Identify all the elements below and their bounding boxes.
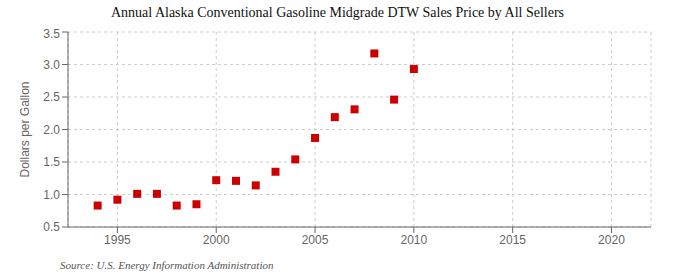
svg-text:2010: 2010 xyxy=(400,233,427,247)
html-text:Source: U.S. Energy Informatio: Source: U.S. Energy Information Administ… xyxy=(60,259,274,271)
svg-text:2.0: 2.0 xyxy=(43,123,60,137)
svg-text:1.0: 1.0 xyxy=(43,188,60,202)
svg-text:Dollars per Gallon: Dollars per Gallon xyxy=(18,81,32,177)
svg-text:0.5: 0.5 xyxy=(43,220,60,234)
svg-text:2.5: 2.5 xyxy=(43,90,60,104)
svg-text:1995: 1995 xyxy=(104,233,131,247)
svg-text:2020: 2020 xyxy=(598,233,625,247)
svg-text:2015: 2015 xyxy=(499,233,526,247)
svg-text:3.5: 3.5 xyxy=(43,27,60,41)
svg-text:3.0: 3.0 xyxy=(43,58,60,72)
html-text:Annual Alaska Conventional Gas: Annual Alaska Conventional Gasoline Midg… xyxy=(110,5,564,20)
svg-text:1.5: 1.5 xyxy=(43,155,60,169)
svg-text:2005: 2005 xyxy=(302,233,329,247)
svg-text:2000: 2000 xyxy=(203,233,230,247)
